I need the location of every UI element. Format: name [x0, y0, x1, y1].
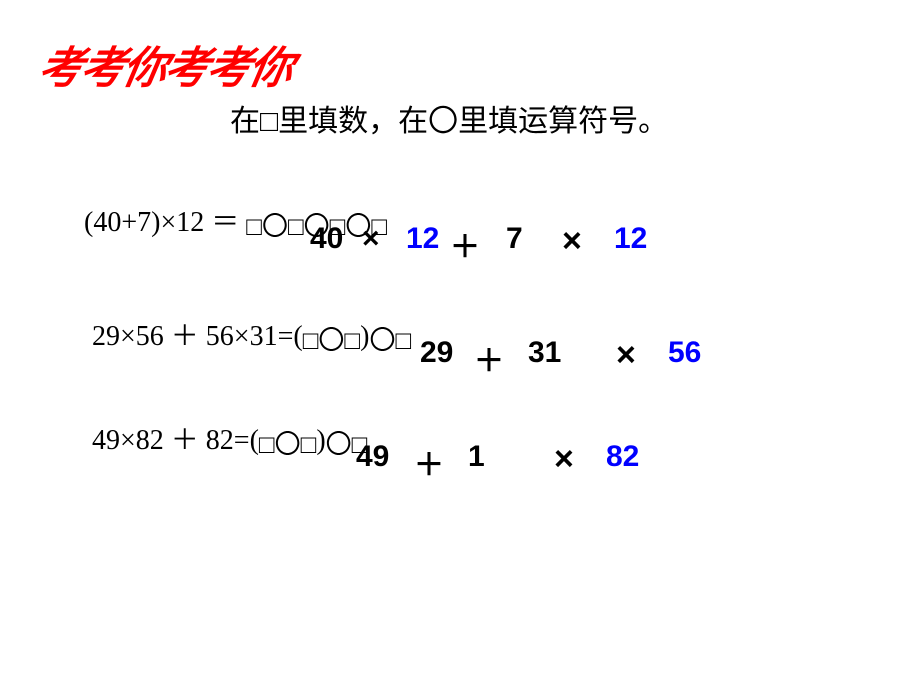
ans-3-1: 1: [468, 440, 485, 474]
ans-1-7: 7: [506, 222, 523, 256]
expr-2-paren: ): [360, 321, 369, 352]
ans-3-x: ×: [554, 440, 574, 479]
expr-2-ph-out: 〇□: [369, 320, 411, 357]
expr-3-paren: ): [316, 425, 325, 456]
problem-row-3: 49×82 ＋ 82=(□〇□)〇□ 49 ＋ 1 × 82: [0, 418, 920, 498]
ans-3-82: 82: [606, 440, 639, 474]
ans-3-49: 49: [356, 440, 389, 474]
problem-row-2: 29×56 ＋ 56×31=(□〇□)〇□ 29 ＋ 31 × 56: [0, 314, 920, 394]
ans-2-29: 29: [420, 336, 453, 370]
expr-2: 29×56 ＋ 56×31=(□〇□)〇□: [92, 314, 411, 357]
expr-2-prefix: 29×56 ＋ 56×31=(: [92, 321, 303, 352]
ans-1-x2: ×: [562, 222, 582, 261]
ans-1-12b: 12: [614, 222, 647, 256]
ans-1-12a: 12: [406, 222, 439, 256]
ans-1-plus: ＋: [450, 222, 480, 266]
problem-row-1: (40+7)×12 ＝ □〇□〇□〇□ 40 × 12 ＋ 7 × 12: [0, 200, 920, 280]
ans-2-plus: ＋: [474, 336, 504, 380]
expr-1-text: (40+7)×12 ＝: [84, 207, 246, 238]
ans-3-plus: ＋: [414, 440, 444, 484]
ans-2-x: ×: [616, 336, 636, 375]
expr-2-ph-in: □〇□: [303, 320, 360, 357]
expr-3: 49×82 ＋ 82=(□〇□)〇□: [92, 418, 367, 461]
ans-2-56: 56: [668, 336, 701, 370]
ans-1-x1: ×: [362, 222, 380, 256]
ans-2-31: 31: [528, 336, 561, 370]
expr-3-prefix: 49×82 ＋ 82=(: [92, 425, 259, 456]
instruction-text: 在□里填数，在〇里填运算符号。: [230, 96, 668, 140]
slide-title: 考考你考考你: [34, 32, 297, 96]
ans-1-40: 40: [310, 222, 343, 256]
expr-3-ph-in: □〇□: [259, 424, 316, 461]
